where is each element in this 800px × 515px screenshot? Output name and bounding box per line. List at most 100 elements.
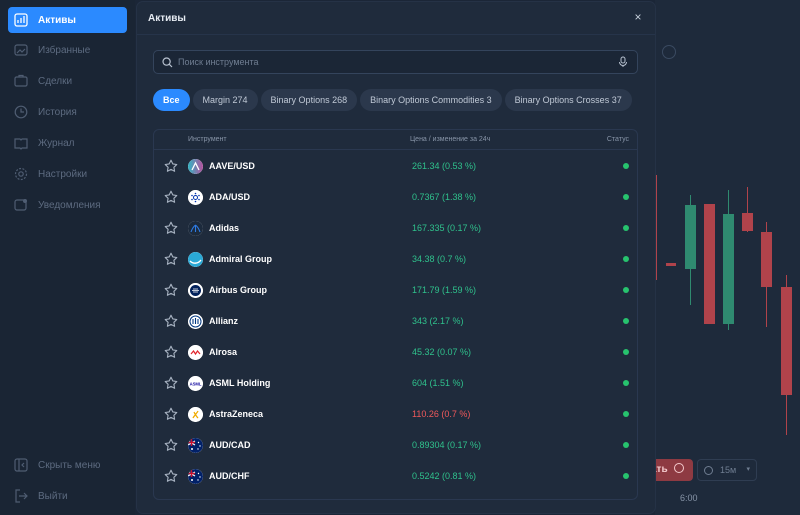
star-icon[interactable] xyxy=(164,345,178,359)
table-header: Инструмент Цена / изменение за 24ч Стату… xyxy=(154,130,637,150)
deals-icon xyxy=(14,74,28,88)
candle xyxy=(666,263,676,266)
star-icon[interactable] xyxy=(164,221,178,235)
star-icon[interactable] xyxy=(164,469,178,483)
instrument-name: AAVE/USD xyxy=(209,161,255,171)
timeframe-value: 15м xyxy=(720,465,737,475)
star-icon[interactable] xyxy=(164,314,178,328)
clock-icon xyxy=(704,466,713,475)
assets-table: Инструмент Цена / изменение за 24ч Стату… xyxy=(153,129,638,500)
logout-label: Выйти xyxy=(38,490,68,502)
close-icon[interactable]: × xyxy=(634,10,642,24)
timeframe-select[interactable]: 15м ▾ xyxy=(697,459,757,481)
instrument-price: 343 (2.17 %) xyxy=(412,316,464,326)
candle xyxy=(742,213,753,231)
instrument-price: 0.89304 (0.17 %) xyxy=(412,440,482,450)
sidebar-item-notifications[interactable]: Уведомления xyxy=(8,192,127,218)
table-row[interactable]: Admiral Group 34.38 (0.7 %) xyxy=(154,244,637,275)
divider xyxy=(137,34,655,35)
instrument-name: Allianz xyxy=(209,316,239,326)
star-icon[interactable] xyxy=(164,283,178,297)
status-online-icon xyxy=(623,194,629,200)
status-online-icon xyxy=(623,349,629,355)
table-row[interactable]: Adidas 167.335 (0.17 %) xyxy=(154,213,637,244)
instrument-name: Airbus Group xyxy=(209,285,267,295)
table-row[interactable]: AAVE/USD 261.34 (0.53 %) xyxy=(154,151,637,182)
table-row[interactable]: ADA/USD 0.7367 (1.38 %) xyxy=(154,182,637,213)
table-row[interactable]: Alrosa 45.32 (0.07 %) xyxy=(154,337,637,368)
trading-chart xyxy=(653,0,800,515)
instrument-price: 110.26 (0.7 %) xyxy=(412,409,471,419)
search-input[interactable] xyxy=(178,57,617,67)
australia-flag-icon xyxy=(188,438,203,453)
sidebar-item-settings[interactable]: Настройки xyxy=(8,161,127,187)
star-icon[interactable] xyxy=(164,159,178,173)
table-body: AAVE/USD 261.34 (0.53 %) ADA/USD 0.7367 (1.… xyxy=(154,151,637,499)
sidebar-item-assets[interactable]: Активы xyxy=(8,7,127,33)
instrument-name: AstraZeneca xyxy=(209,409,264,419)
logout-button[interactable]: Выйти xyxy=(8,483,127,509)
candle xyxy=(781,287,792,395)
sidebar-item-journal[interactable]: Журнал xyxy=(8,130,127,156)
microphone-icon[interactable] xyxy=(617,56,629,68)
status-online-icon xyxy=(623,256,629,262)
sidebar-item-label: История xyxy=(38,106,77,118)
astrazeneca-logo-icon xyxy=(188,407,203,422)
instrument-price: 0.5242 (0.81 %) xyxy=(412,471,477,481)
star-icon[interactable] xyxy=(164,252,178,266)
star-icon[interactable] xyxy=(164,190,178,204)
time-axis-label: 6:00 xyxy=(680,493,698,503)
chart-icon xyxy=(14,13,28,27)
candle-wick xyxy=(747,187,748,232)
filter-chip-binary-options[interactable]: Binary Options 268 xyxy=(260,89,358,111)
star-icon[interactable] xyxy=(164,438,178,452)
book-icon xyxy=(14,136,28,150)
filter-chip-all[interactable]: Все xyxy=(153,89,190,111)
airbus-logo-icon xyxy=(188,283,203,298)
star-icon[interactable] xyxy=(164,407,178,421)
filter-chip-binary-crosses[interactable]: Binary Options Crosses 37 xyxy=(504,89,632,111)
sidebar: Активы Избранные Сделки История Журнал Н… xyxy=(0,0,135,515)
filter-chip-binary-commodities[interactable]: Binary Options Commodities 3 xyxy=(360,89,502,111)
instrument-price: 34.38 (0.7 %) xyxy=(412,254,467,264)
candle xyxy=(704,204,715,324)
status-online-icon xyxy=(623,411,629,417)
table-row[interactable]: AstraZeneca 110.26 (0.7 %) xyxy=(154,399,637,430)
collapse-menu-button[interactable]: Скрыть меню xyxy=(8,452,127,478)
svg-text:ASML: ASML xyxy=(190,381,202,386)
chart-settings-icon[interactable] xyxy=(662,45,676,59)
candle xyxy=(685,205,696,269)
instrument-name: ASML Holding xyxy=(209,378,271,388)
status-online-icon xyxy=(623,442,629,448)
sidebar-item-history[interactable]: История xyxy=(8,99,127,125)
aave-logo-icon xyxy=(188,159,203,174)
column-instrument: Инструмент xyxy=(188,136,227,143)
collapse-icon xyxy=(14,458,28,472)
table-row[interactable]: ASML ASML Holding 604 (1.51 %) xyxy=(154,368,637,399)
asml-logo-icon: ASML xyxy=(188,376,203,391)
table-row[interactable]: AUD/CAD 0.89304 (0.17 %) xyxy=(154,430,637,461)
status-online-icon xyxy=(623,287,629,293)
column-status: Статус xyxy=(606,136,629,143)
instrument-name: AUD/CAD xyxy=(209,440,251,450)
sidebar-item-favorites[interactable]: Избранные xyxy=(8,37,127,63)
allianz-logo-icon xyxy=(188,314,203,329)
sidebar-item-deals[interactable]: Сделки xyxy=(8,68,127,94)
filter-chip-margin[interactable]: Margin 274 xyxy=(192,89,258,111)
instrument-price: 45.32 (0.07 %) xyxy=(412,347,472,357)
candle xyxy=(723,214,734,324)
category-filters: Все Margin 274 Binary Options 268 Binary Op… xyxy=(153,89,638,111)
instrument-name: ADA/USD xyxy=(209,192,251,202)
search-icon xyxy=(162,56,173,67)
instrument-name: Adidas xyxy=(209,223,240,233)
star-icon[interactable] xyxy=(164,376,178,390)
instrument-name: AUD/CHF xyxy=(209,471,250,481)
australia-flag-icon xyxy=(188,469,203,484)
table-row[interactable]: AUD/CHF 0.5242 (0.81 %) xyxy=(154,461,637,492)
candle xyxy=(761,232,772,287)
table-row[interactable]: Airbus Group 171.79 (1.59 %) xyxy=(154,275,637,306)
table-row[interactable]: Allianz 343 (2.17 %) xyxy=(154,306,637,337)
instrument-price: 0.7367 (1.38 %) xyxy=(412,192,477,202)
sidebar-item-label: Избранные xyxy=(38,44,91,56)
